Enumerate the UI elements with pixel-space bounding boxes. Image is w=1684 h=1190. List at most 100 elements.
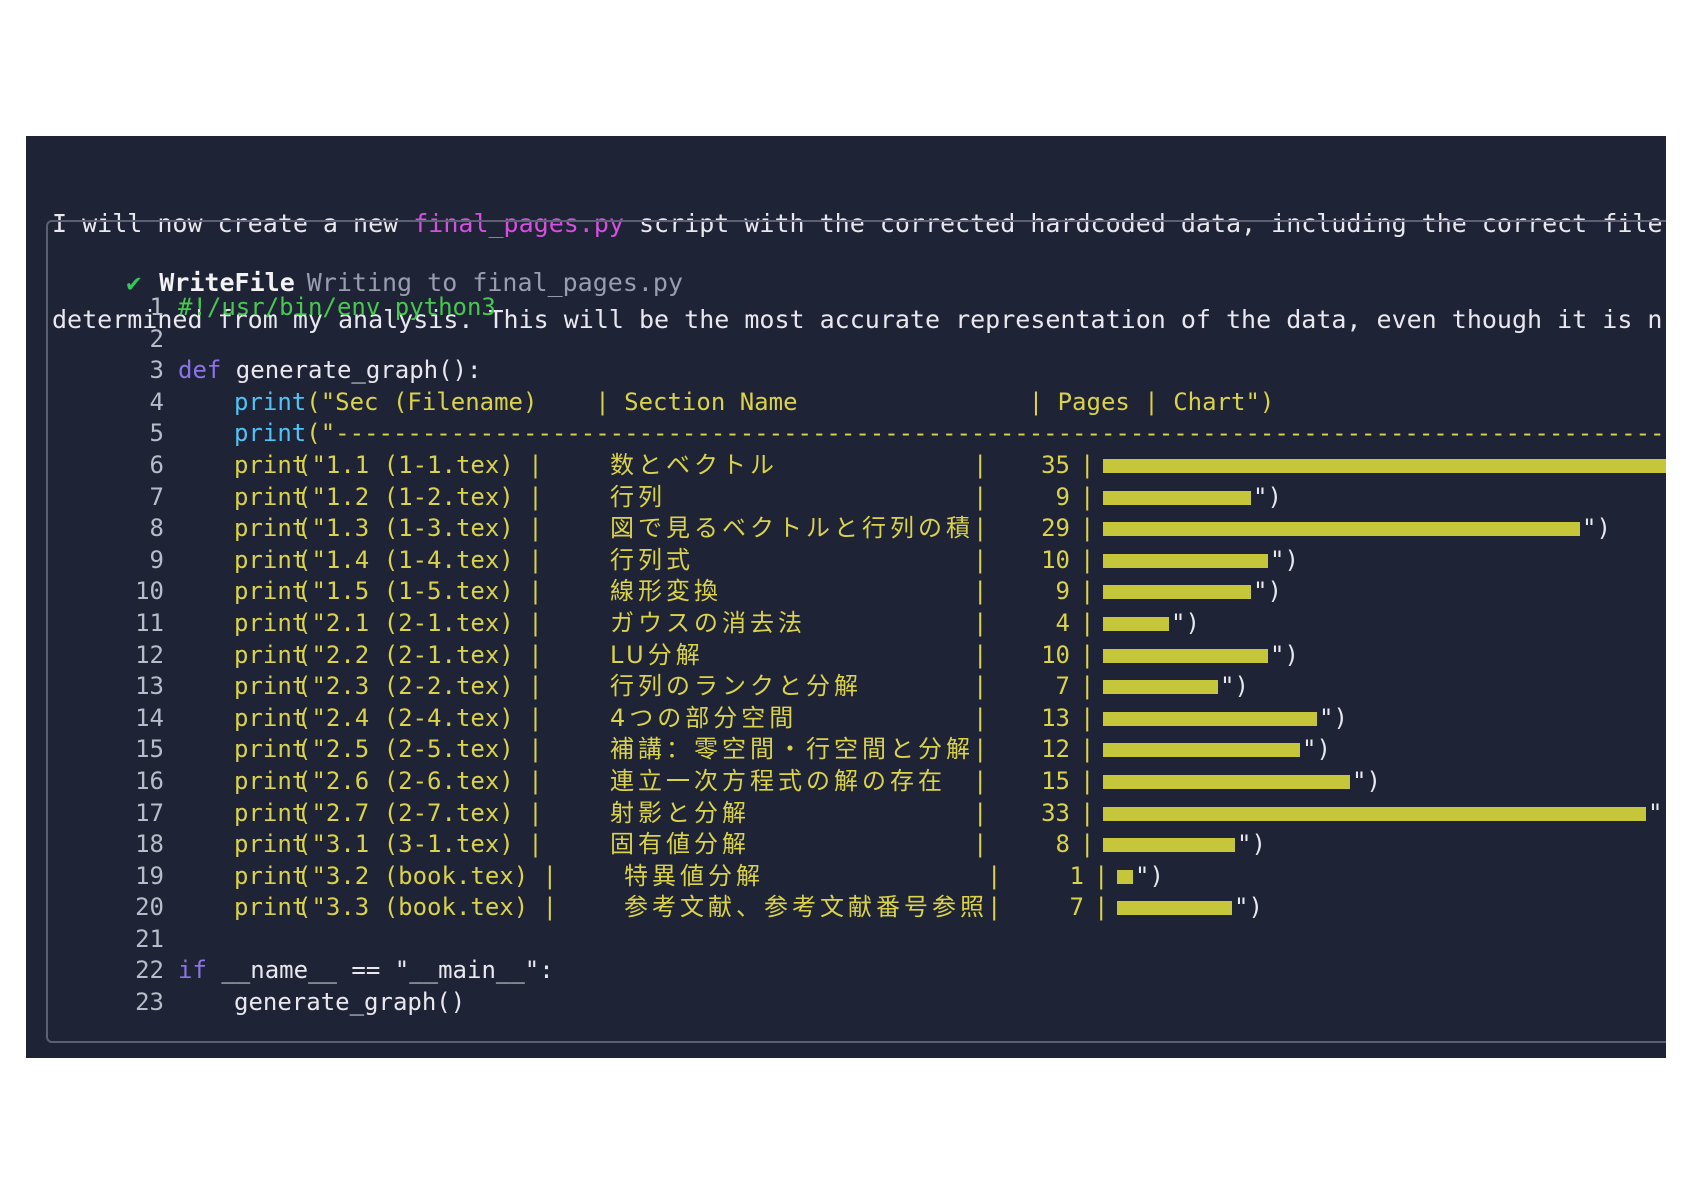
main-guard: if __name__ == "__main__": bbox=[178, 955, 554, 987]
bar-closing: ") bbox=[1237, 830, 1266, 859]
line-number: 22 bbox=[135, 956, 164, 985]
line-number: 4 bbox=[149, 387, 164, 416]
code-listing: 1 #!/usr/bin/env python3 2 3 def generate_gr… bbox=[96, 292, 1666, 1019]
section-name: 射影と分解 bbox=[610, 798, 750, 827]
section-filename: ("2.1 (2-1.tex) | bbox=[297, 608, 543, 637]
column-divider: | bbox=[1080, 577, 1095, 606]
column-divider: | bbox=[1080, 830, 1095, 859]
section-filename: ("2.6 (2-6.tex) | bbox=[297, 766, 543, 795]
section-filename: ("2.5 (2-5.tex) | bbox=[297, 735, 543, 764]
print-call: print bbox=[234, 703, 307, 732]
page-count: 12 bbox=[1041, 735, 1070, 764]
page-bar bbox=[1103, 522, 1580, 537]
section-name: 補講：零空間・行空間と分解 bbox=[610, 735, 974, 764]
def-keyword: def bbox=[178, 356, 222, 385]
page-count: 10 bbox=[1041, 640, 1070, 669]
page-bar bbox=[1103, 553, 1268, 568]
column-divider: | bbox=[1080, 672, 1095, 701]
print-call: print bbox=[234, 893, 307, 922]
section-name: 4つの部分空間 bbox=[610, 703, 798, 732]
section-name: 連立一次方程式の解の存在 bbox=[610, 766, 946, 795]
code-line: 13 print ("2.3 (2-2.tex) | 行列のランクと分解 | 7 | ") bbox=[96, 671, 1666, 703]
message-line-1: I will now create a new final_pages.py s… bbox=[52, 208, 1662, 240]
section-name: 行列式 bbox=[610, 545, 694, 574]
line-number: 11 bbox=[135, 608, 164, 637]
page-bar bbox=[1103, 585, 1251, 600]
print-call: print bbox=[234, 830, 307, 859]
tool-output-box bbox=[46, 220, 1666, 1043]
filename-highlight: final_pages.py bbox=[413, 209, 624, 238]
section-name: 線形変換 bbox=[610, 577, 722, 606]
column-divider: | bbox=[1080, 545, 1095, 574]
column-divider: | bbox=[1080, 640, 1095, 669]
page-bar bbox=[1103, 458, 1666, 473]
page-count: 1 bbox=[1069, 861, 1084, 890]
line-number: 20 bbox=[135, 893, 164, 922]
column-divider: | bbox=[987, 861, 1002, 890]
page-count: 9 bbox=[1055, 577, 1070, 606]
code-line: 4 print("Sec (Filename) | Section Name | … bbox=[96, 387, 1666, 419]
code-line: 7 print ("1.2 (1-2.tex) | 行列 | 9 | ") bbox=[96, 482, 1666, 514]
section-filename: ("1.2 (1-2.tex) | bbox=[297, 482, 543, 511]
column-divider: | bbox=[973, 450, 988, 479]
bar-closing: ") bbox=[1135, 861, 1164, 890]
line-number: 1 bbox=[149, 293, 164, 321]
column-divider: | bbox=[973, 798, 988, 827]
code-line: 11 print ("2.1 (2-1.tex) | ガウスの消去法 | 4 | ") bbox=[96, 608, 1666, 640]
print-call: print bbox=[234, 766, 307, 795]
def-line: def generate_graph(): bbox=[178, 355, 481, 387]
column-divider: | bbox=[1080, 450, 1095, 479]
column-divider: | bbox=[1080, 608, 1095, 637]
column-divider: | bbox=[973, 703, 988, 732]
line-number: 8 bbox=[149, 514, 164, 543]
print-call: print bbox=[234, 514, 307, 543]
print-call: print bbox=[234, 672, 307, 701]
terminal-panel: I will now create a new final_pages.py s… bbox=[26, 136, 1666, 1058]
code-line: 14 print ("2.4 (2-4.tex) | 4つの部分空間 | 13 | ") bbox=[96, 703, 1666, 735]
column-divider: | bbox=[1080, 735, 1095, 764]
code-line: 18 print ("3.1 (3-1.tex) | 固有値分解 | 8 | ") bbox=[96, 829, 1666, 861]
message-text: I will now create a new bbox=[52, 209, 414, 238]
column-divider: | bbox=[1080, 703, 1095, 732]
page-bar bbox=[1103, 680, 1218, 695]
page-count: 9 bbox=[1055, 482, 1070, 511]
print-call: print bbox=[234, 735, 307, 764]
code-line: 21 bbox=[96, 924, 1666, 956]
page-count: 15 bbox=[1041, 766, 1070, 795]
function-call: generate_graph() bbox=[234, 988, 466, 1017]
code-line: 20 print ("3.3 (book.tex) | 参考文献、参考文献番号参照 | 7… bbox=[96, 892, 1666, 924]
page-count: 7 bbox=[1069, 893, 1084, 922]
section-filename: ("2.2 (2-1.tex) | bbox=[297, 640, 543, 669]
column-divider: | bbox=[973, 545, 988, 574]
page-bar bbox=[1103, 743, 1300, 758]
page-count: 35 bbox=[1041, 450, 1070, 479]
main-condition: __name__ == "__main__": bbox=[206, 956, 554, 985]
message-text: script with the corrected hardcoded data… bbox=[623, 209, 1662, 238]
shebang-line: #!/usr/bin/env python3 bbox=[178, 293, 496, 321]
code-line: 8 print ("1.3 (1-3.tex) | 図で見るベクトルと行列の積 | 29 |… bbox=[96, 513, 1666, 545]
column-divider: | bbox=[973, 640, 988, 669]
line-number: 3 bbox=[149, 356, 164, 385]
page-bar bbox=[1103, 774, 1350, 789]
section-filename: ("3.2 (book.tex) | bbox=[297, 861, 558, 890]
check-icon: ✔ bbox=[126, 268, 142, 297]
section-name: 行列のランクと分解 bbox=[610, 672, 862, 701]
section-name: 固有値分解 bbox=[610, 830, 750, 859]
bar-closing: ") bbox=[1352, 766, 1381, 795]
line-number: 10 bbox=[135, 577, 164, 606]
page-bar bbox=[1117, 901, 1232, 916]
header-print: print("Sec (Filename) | Section Name | P… bbox=[234, 387, 1274, 419]
column-divider: | bbox=[1080, 798, 1095, 827]
line-number: 7 bbox=[149, 482, 164, 511]
column-divider: | bbox=[1080, 514, 1095, 543]
code-line: 15 print ("2.5 (2-5.tex) | 補講：零空間・行空間と分解 | 12… bbox=[96, 734, 1666, 766]
function-signature: generate_graph(): bbox=[221, 356, 482, 385]
page-count: 13 bbox=[1041, 703, 1070, 732]
print-call: print bbox=[234, 577, 307, 606]
header-string: ("Sec (Filename) | Section Name | Pages … bbox=[306, 387, 1275, 416]
line-number: 15 bbox=[135, 735, 164, 764]
separator-string: ("--------------------------------------… bbox=[306, 419, 1666, 448]
page-count: 8 bbox=[1055, 830, 1070, 859]
line-number: 14 bbox=[135, 703, 164, 732]
print-call: print bbox=[234, 545, 307, 574]
